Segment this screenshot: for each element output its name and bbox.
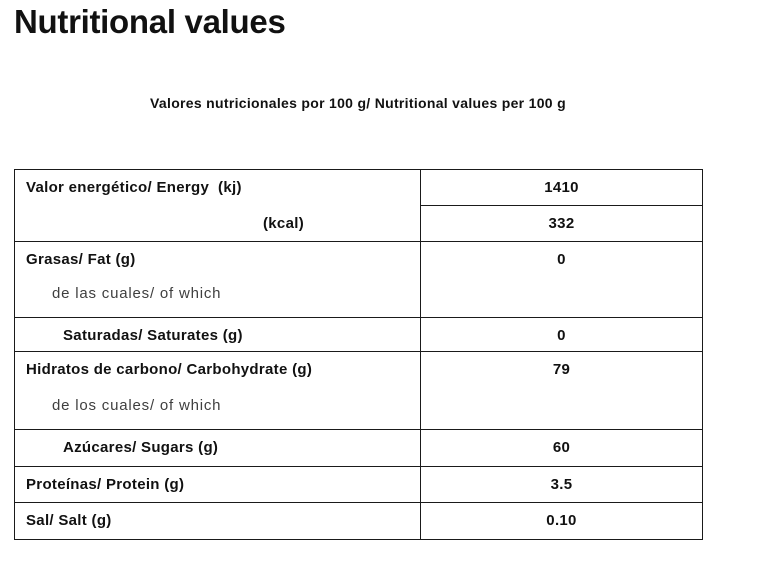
table-row-salt: Sal/ Salt (g) 0.10 — [14, 502, 703, 540]
saturates-value: 0 — [420, 317, 703, 352]
fat-label-cell: Grasas/ Fat (g) de las cuales/ of which — [14, 241, 421, 318]
fat-value: 0 — [420, 241, 703, 318]
saturates-label: Saturadas/ Saturates (g) — [63, 327, 243, 344]
sugars-label: Azúcares/ Sugars (g) — [63, 439, 219, 456]
energy-label-cell: Valor energético/ Energy (kj) (kcal) — [14, 169, 421, 242]
table-row-saturates: Saturadas/ Saturates (g) 0 — [14, 317, 703, 352]
energy-kcal-value: 332 — [420, 205, 703, 242]
saturates-label-cell: Saturadas/ Saturates (g) — [14, 317, 421, 352]
carbohydrate-value: 79 — [420, 351, 703, 430]
fat-label: Grasas/ Fat (g) — [26, 251, 136, 268]
carbohydrate-label-cell: Hidratos de carbono/ Carbohydrate (g) de… — [14, 351, 421, 430]
protein-label: Proteínas/ Protein (g) — [26, 476, 185, 493]
salt-label-cell: Sal/ Salt (g) — [14, 502, 421, 540]
carbohydrate-of-which-label: de los cuales/ of which — [52, 397, 222, 414]
table-row-sugars: Azúcares/ Sugars (g) 60 — [14, 429, 703, 467]
protein-value: 3.5 — [420, 466, 703, 503]
table-row-energy-kcal: 332 — [15, 205, 703, 242]
energy-kcal-label: (kcal) — [263, 215, 304, 232]
per-100g-caption: Valores nutricionales por 100 g/ Nutriti… — [150, 95, 566, 111]
carbohydrate-label: Hidratos de carbono/ Carbohydrate (g) — [26, 361, 313, 378]
page-title: Nutritional values — [14, 3, 286, 40]
nutrition-table: Valor energético/ Energy (kj) (kcal) 141… — [14, 169, 703, 540]
energy-label: Valor energético/ Energy (kj) — [26, 179, 242, 196]
energy-kj-value: 1410 — [420, 169, 703, 206]
protein-label-cell: Proteínas/ Protein (g) — [14, 466, 421, 503]
sugars-label-cell: Azúcares/ Sugars (g) — [14, 429, 421, 467]
salt-value: 0.10 — [420, 502, 703, 540]
sugars-value: 60 — [420, 429, 703, 467]
fat-of-which-label: de las cuales/ of which — [52, 285, 222, 302]
table-row-carbohydrate: Hidratos de carbono/ Carbohydrate (g) de… — [14, 351, 703, 430]
table-row-fat: Grasas/ Fat (g) de las cuales/ of which … — [14, 241, 703, 318]
salt-label: Sal/ Salt (g) — [26, 512, 112, 529]
table-row-energy-kj: Valor energético/ Energy (kj) (kcal) 141… — [14, 169, 703, 242]
table-row-protein: Proteínas/ Protein (g) 3.5 — [14, 466, 703, 503]
